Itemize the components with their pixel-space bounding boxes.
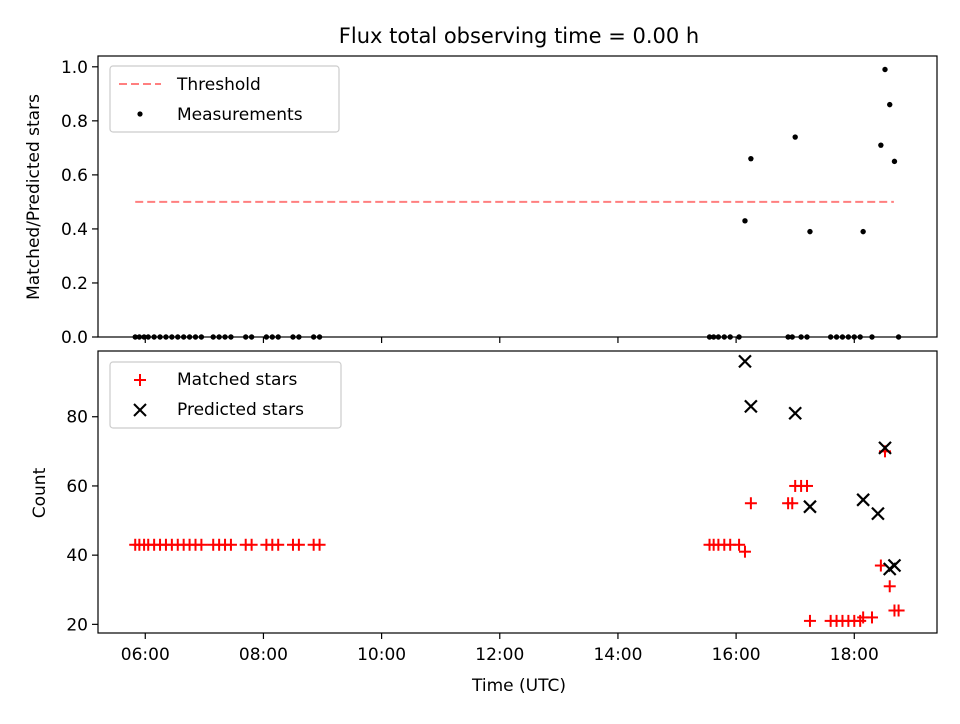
measurement-point xyxy=(878,142,884,148)
ratio-y-tick-label: 0.8 xyxy=(61,112,88,132)
predicted-star-point xyxy=(878,441,892,455)
matched-star-point xyxy=(744,497,757,510)
measurement-point xyxy=(748,155,754,162)
predicted-star-point xyxy=(871,506,885,521)
count-axes: 06:00 08:00 10:00 12:00 14:00 16:00 18:00 20 40 6… xyxy=(30,350,938,665)
ratio-y-tick-label: 0.2 xyxy=(61,274,88,294)
ratio-y-axis-label: Matched/Predicted stars xyxy=(24,94,44,300)
x-tick-label: 08:00 xyxy=(239,645,288,665)
measurement-point xyxy=(860,228,866,235)
ratio-axes: 0.0 0.2 0.4 0.6 0.8 1.0 Matched/Predicted sta… xyxy=(24,55,938,348)
ratio-y-tick-label: 1.0 xyxy=(61,58,88,78)
matched-star-point xyxy=(866,611,879,624)
count-y-tick-label: 20 xyxy=(66,615,88,635)
legend-matched-swatch xyxy=(134,374,146,386)
x-tick-label: 16:00 xyxy=(712,645,761,665)
ratio-y-tick-label: 0.4 xyxy=(61,220,88,240)
ratio-legend-box xyxy=(109,65,340,133)
count-y-tick-label: 80 xyxy=(66,408,88,428)
matched-star-point xyxy=(738,545,751,558)
legend-measurements-swatch xyxy=(137,111,143,117)
matched-star-point xyxy=(801,479,814,492)
measurement-point xyxy=(807,228,813,235)
matched-star-point xyxy=(245,538,258,551)
ratio-legend: Threshold Measurements xyxy=(109,65,340,133)
matched-star-point xyxy=(883,580,896,593)
legend-predicted-swatch xyxy=(133,403,147,417)
predicted-star-point xyxy=(856,493,870,507)
ratio-y-tick-label: 0.0 xyxy=(61,328,88,348)
x-tick-label: 14:00 xyxy=(593,645,642,665)
chart-title: Flux total observing time = 0.00 h xyxy=(339,24,699,48)
matched-star-point xyxy=(786,497,799,510)
x-tick-label: 06:00 xyxy=(121,645,170,665)
matched-star-point xyxy=(803,614,816,627)
measurement-point xyxy=(891,158,898,165)
count-axes-frame xyxy=(97,350,938,634)
matched-star-point xyxy=(272,538,285,551)
measurement-point xyxy=(882,66,888,73)
measurement-point xyxy=(792,134,798,140)
ratio-axes-frame xyxy=(97,55,938,338)
x-tick-label: 12:00 xyxy=(475,645,524,665)
predicted-star-point xyxy=(744,399,758,414)
matched-star-point xyxy=(224,538,237,551)
measurement-point xyxy=(742,218,748,224)
matched-star-point xyxy=(195,538,208,551)
count-y-tick-label: 40 xyxy=(66,546,88,566)
matched-star-point xyxy=(292,538,305,551)
legend-predicted-label: Predicted stars xyxy=(177,400,304,420)
matched-star-point xyxy=(733,538,746,551)
predicted-star-point xyxy=(738,354,752,369)
count-legend-box xyxy=(109,361,342,429)
x-tick-label: 10:00 xyxy=(357,645,406,665)
predicted-star-point xyxy=(803,499,817,514)
count-legend: Matched stars Predicted stars xyxy=(109,361,342,429)
matched-star-point xyxy=(892,604,905,617)
x-axis-label: Time (UTC) xyxy=(471,676,566,696)
legend-matched-label: Matched stars xyxy=(177,370,297,390)
predicted-star-point xyxy=(887,558,902,573)
legend-measurements-label: Measurements xyxy=(177,105,303,125)
measurement-point xyxy=(887,101,893,108)
count-y-tick-label: 60 xyxy=(66,477,88,497)
x-tick-label: 18:00 xyxy=(830,645,879,665)
legend-threshold-label: Threshold xyxy=(176,75,261,95)
ratio-y-tick-label: 0.6 xyxy=(61,166,88,186)
predicted-star-point xyxy=(788,406,802,421)
matched-star-point xyxy=(313,538,326,551)
count-y-axis-label: Count xyxy=(30,467,50,518)
